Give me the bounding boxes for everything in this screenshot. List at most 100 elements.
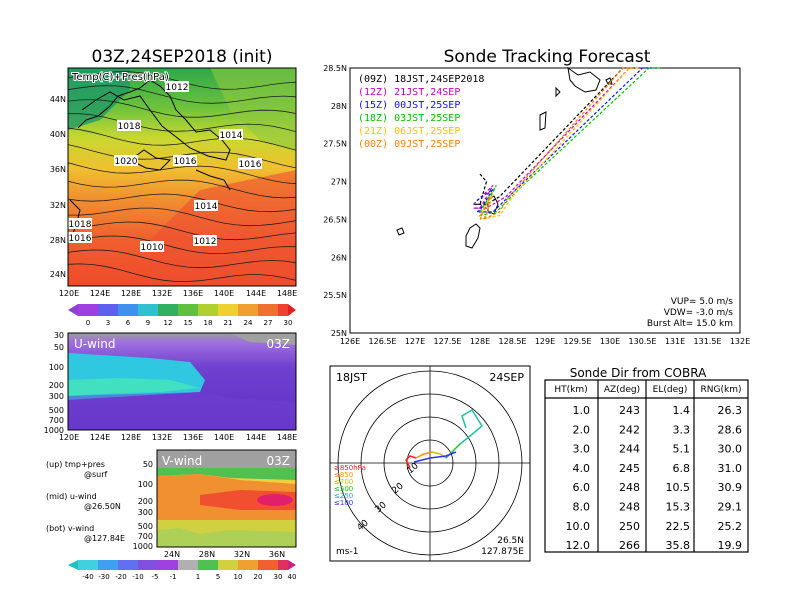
- sonde-table-headers: HT(km) AZ(deg) EL(deg) RNG(km): [554, 385, 741, 395]
- v-wind-frame: [156, 449, 297, 548]
- track-y-tick: 27N: [331, 178, 347, 187]
- table-cell: 248: [619, 501, 640, 514]
- isobar-label: 1014: [220, 131, 243, 141]
- colorbar-tick: 1: [196, 573, 200, 581]
- table-cell: 243: [619, 404, 640, 417]
- lon-tick: 140E: [214, 289, 234, 298]
- mild-region: [210, 68, 296, 150]
- track-x-tick: 126.5E: [369, 337, 397, 346]
- lon-tick: 120E: [59, 433, 79, 442]
- colorbar-tick: 6: [126, 319, 131, 327]
- hodograph-legend-entry: ≤100: [334, 499, 353, 507]
- colorbar-tick: 3: [106, 319, 110, 327]
- hodograph-time: 18JST: [336, 371, 367, 384]
- table-cell: 6.8: [673, 462, 691, 475]
- tracking-title: Sonde Tracking Forecast: [444, 47, 651, 67]
- table-cell: 25.2: [718, 520, 743, 533]
- weather-map-lat-ticks: 44N 40N 36N 32N 28N 24N: [50, 95, 66, 279]
- param-vup: VUP= 5.0 m/s: [671, 297, 734, 307]
- colorbar-tick: 30: [284, 319, 293, 327]
- lon-tick: 132E: [152, 289, 172, 298]
- isobar-labels: 1012 1018 1014 1020 1016 1016 1014 1018 …: [68, 81, 262, 253]
- colorbar-tick: -5: [152, 573, 159, 581]
- table-cell: 10.0: [566, 520, 591, 533]
- isobar-label: 1016: [174, 157, 197, 167]
- table-cell: 29.1: [718, 501, 743, 514]
- table-cell: 245: [619, 462, 640, 475]
- colorbar-tick: 5: [216, 573, 220, 581]
- legend-entry: (18Z) 03JST,25SEP: [358, 113, 460, 124]
- tracking-x-ticks: 126E 126.5E 127E 127.5E 128E 128.5E 129E 129.5E…: [340, 337, 750, 346]
- track-y-tick: 26N: [331, 253, 347, 262]
- wind-colorbar-ticks: -40 -30 -20 -10 -5 -1 1 5 10 20 30 40: [82, 573, 296, 581]
- tracking-legend: (09Z) 18JST,24SEP2018 (12Z) 21JST,24SEP …: [358, 74, 484, 150]
- u-wind-lon-ticks: 120E 124E 128E 132E 136E 140E 144E 148E: [59, 433, 297, 442]
- table-header: RNG(km): [701, 385, 742, 395]
- weather-map-label-halo: Temp(C)+Pres(hPa): [71, 72, 169, 83]
- u-wind-label: U-wind: [74, 337, 115, 351]
- legend-entry: (12Z) 21JST,24SEP: [358, 87, 460, 98]
- hodograph-legend-entry: ≤850: [334, 471, 353, 479]
- lat-tick: 28N: [199, 550, 215, 559]
- sonde-table-body: 1.0 243 1.4 26.3 2.0 242 3.3 28.6 3.0 244 5.1 30.0 4…: [566, 404, 743, 552]
- wind-colorbar: [68, 560, 296, 570]
- pressure-tick: 300: [49, 392, 64, 401]
- track-y-tick: 28N: [331, 102, 347, 111]
- lon-tick: 132E: [152, 433, 172, 442]
- isobar-label: 1012: [166, 83, 189, 93]
- track-y-tick: 26.5N: [323, 215, 347, 224]
- colorbar-tick: 24: [244, 319, 253, 327]
- hodograph-legend-entry: ≤500: [334, 485, 353, 493]
- weather-map-lon-ticks: 120E 124E 128E 132E 136E 140E 144E 148E: [59, 289, 297, 298]
- table-cell: 12.0: [566, 539, 591, 552]
- track-x-tick: 131.5E: [694, 337, 722, 346]
- isobar-label: 1014: [195, 202, 218, 212]
- v-wind-upper-grey: [157, 450, 296, 468]
- legend-note: @26.50N: [84, 502, 121, 511]
- hodograph-legend-entry: ≤250: [334, 492, 353, 500]
- isobar-label: 1020: [115, 157, 138, 167]
- table-header: HT(km): [554, 385, 587, 395]
- hodograph-segment-sfc: [405, 455, 417, 469]
- isobar-label: 1018: [69, 220, 92, 230]
- colorbar-tick: -40: [82, 573, 93, 581]
- legend-entry: (15Z) 00JST,25SEP: [358, 100, 460, 111]
- table-cell: 244: [619, 443, 640, 456]
- lat-tick: 44N: [50, 95, 66, 104]
- hodograph-panel: 10 20 30 40 18JST 24SEP ≥850hPa ≤850 ≤70…: [329, 365, 531, 562]
- pressure-tick: 1000: [133, 542, 153, 551]
- colorbar-tick: 12: [164, 319, 173, 327]
- hodograph-segment-100: [413, 451, 457, 463]
- legend-entry: (21Z) 06JST,25SEP: [358, 126, 460, 137]
- legend-note: @127.84E: [84, 534, 125, 543]
- table-cell: 248: [619, 481, 640, 494]
- track-x-tick: 129.5E: [564, 337, 592, 346]
- panel-legend-notes: (up) tmp+pres @surf (mid) u-wind @26.50N…: [46, 460, 125, 543]
- pressure-tick: 500: [138, 522, 153, 531]
- colorbar-tick: 10: [234, 573, 243, 581]
- track-x-tick: 131E: [665, 337, 685, 346]
- lon-tick: 148E: [277, 433, 297, 442]
- lat-tick: 32N: [50, 201, 66, 210]
- hodograph-units: ms-1: [336, 547, 358, 557]
- colorbar-tick: 9: [146, 319, 150, 327]
- track-x-tick: 129E: [535, 337, 555, 346]
- lat-tick: 28N: [50, 236, 66, 245]
- hodograph-legend-entry: ≥850hPa: [334, 464, 366, 472]
- pressure-tick: 300: [138, 508, 153, 517]
- table-cell: 30.9: [718, 481, 743, 494]
- u-wind-frame: [67, 332, 297, 431]
- colorbar-tick: 18: [204, 319, 213, 327]
- coastlines: [69, 79, 231, 241]
- lon-tick: 136E: [183, 433, 203, 442]
- lon-tick: 128E: [121, 289, 141, 298]
- track-x-tick: 127E: [405, 337, 425, 346]
- warm-region: [150, 170, 296, 286]
- table-cell: 31.0: [718, 462, 743, 475]
- track-x-tick: 128E: [470, 337, 490, 346]
- tracking-panel: Sonde Tracking Forecast 28.5N 28N 27.5N 27N…: [323, 47, 750, 346]
- tracking-params: VUP= 5.0 m/s VDW= -3.0 m/s Burst Alt= 15…: [647, 297, 733, 329]
- hodograph-lon: 127.875E: [481, 547, 524, 557]
- table-cell: 28.6: [718, 423, 743, 436]
